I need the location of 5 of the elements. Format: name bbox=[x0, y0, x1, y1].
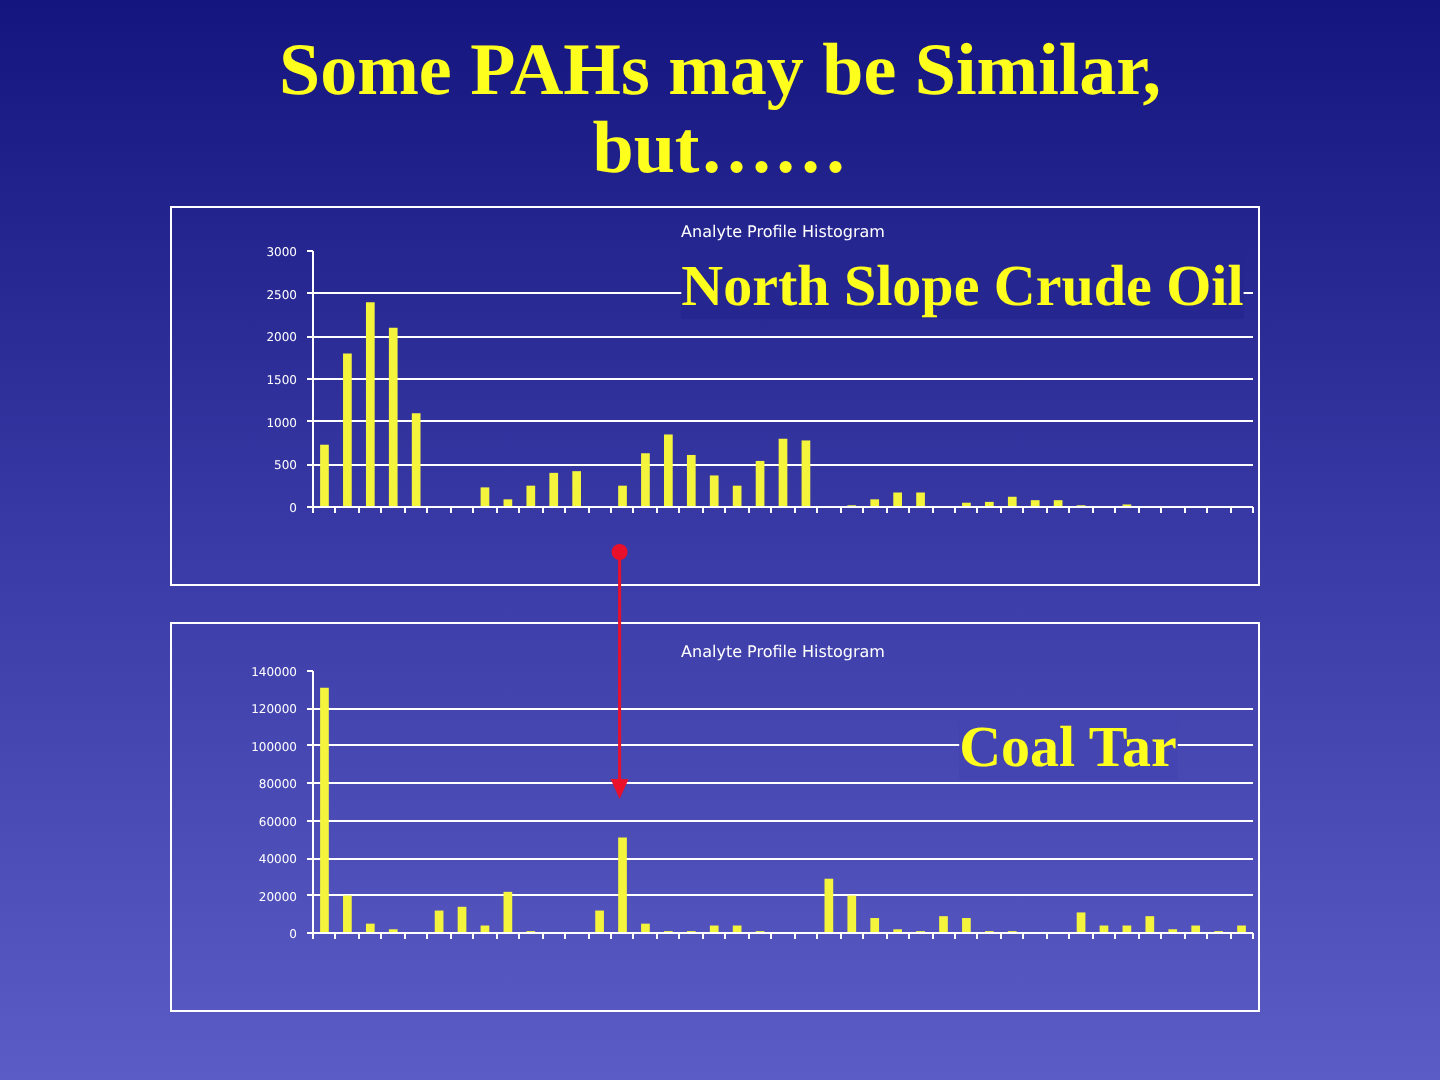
text: Some PAHs may be Similar, but…… bbox=[277, 30, 1163, 190]
chart-title: Analyte Profile Histogram bbox=[681, 643, 886, 661]
annotation: Coal Tar bbox=[959, 715, 1178, 780]
chart-title: Analyte Profile Histogram bbox=[681, 223, 886, 241]
annotation: North Slope Crude Oil bbox=[681, 254, 1244, 319]
